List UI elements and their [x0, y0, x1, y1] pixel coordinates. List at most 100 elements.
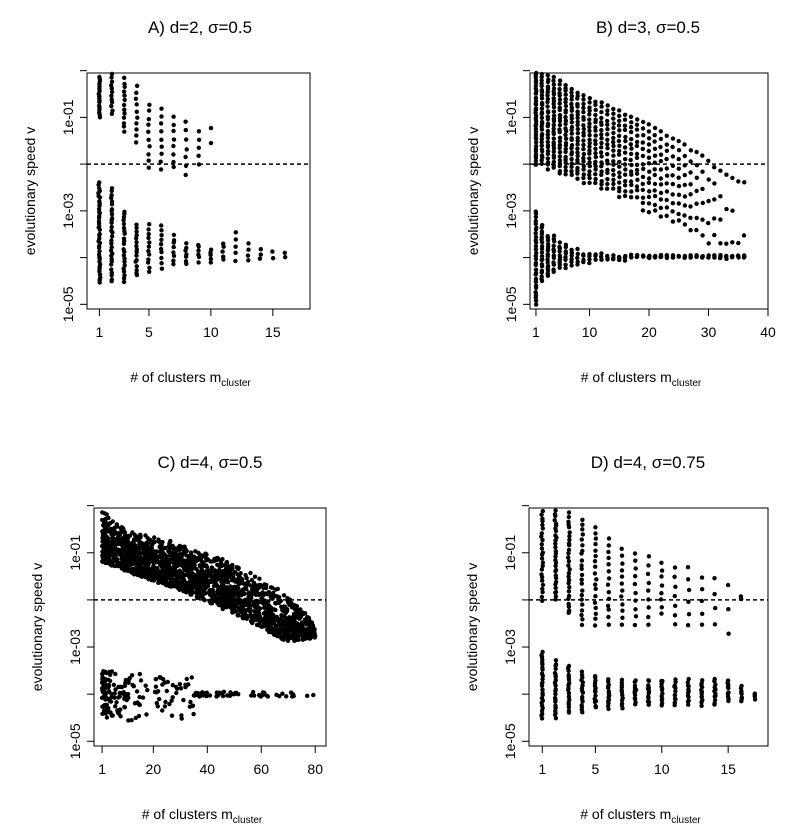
data-point [146, 257, 151, 262]
data-point [539, 268, 545, 273]
data-point [553, 521, 559, 526]
data-point [575, 176, 580, 181]
data-point [137, 671, 142, 677]
data-point [587, 172, 592, 178]
data-point [156, 580, 161, 585]
data-point [539, 244, 545, 249]
data-point [730, 253, 735, 259]
data-point [640, 195, 646, 200]
data-point [159, 144, 164, 149]
data-point [539, 132, 545, 137]
data-point [233, 258, 238, 264]
data-point [553, 589, 559, 595]
data-point [178, 555, 183, 560]
data-point [579, 622, 585, 628]
data-point [664, 213, 669, 218]
data-point [599, 179, 604, 184]
data-point [220, 249, 225, 254]
data-point [664, 142, 669, 147]
data-point [694, 163, 700, 168]
data-point [640, 162, 646, 167]
data-point [201, 596, 206, 601]
data-point [109, 79, 115, 85]
data-point [611, 253, 616, 258]
data-point [575, 115, 580, 121]
data-point [706, 220, 711, 226]
data-point [539, 93, 545, 98]
data-point [652, 172, 657, 178]
data-point [157, 573, 162, 578]
data-point [216, 573, 222, 579]
data-point [545, 257, 550, 262]
data-point [658, 136, 664, 142]
data-point [606, 549, 611, 555]
data-point [672, 700, 677, 705]
data-point [673, 584, 678, 589]
data-point [171, 262, 176, 267]
data-point [566, 577, 572, 583]
data-point [658, 214, 663, 219]
data-point [97, 74, 102, 80]
data-point [672, 696, 678, 701]
data-point [592, 600, 598, 605]
data-point [670, 154, 676, 159]
data-point [670, 163, 676, 168]
data-point [605, 103, 610, 108]
data-point [242, 591, 247, 597]
data-point [725, 582, 731, 588]
data-point [617, 170, 622, 175]
data-point [207, 588, 212, 593]
x-tick-label: 1 [95, 324, 103, 340]
data-point [685, 683, 691, 688]
data-point [214, 557, 219, 563]
data-point [545, 167, 550, 172]
data-point [154, 700, 159, 706]
data-point [540, 526, 545, 531]
data-point [620, 602, 625, 607]
data-point [167, 560, 172, 566]
data-point [593, 536, 599, 541]
data-point [158, 121, 164, 126]
data-point [566, 601, 571, 607]
data-point [312, 634, 318, 639]
data-point [553, 541, 558, 546]
data-point [553, 545, 558, 550]
data-point [209, 601, 215, 606]
data-point [563, 136, 569, 141]
data-point [566, 593, 572, 599]
data-point [539, 254, 545, 259]
data-point [184, 572, 189, 577]
data-point [228, 570, 233, 575]
data-point [599, 120, 604, 125]
data-point [109, 256, 114, 262]
data-point [545, 96, 550, 102]
data-point [159, 266, 165, 271]
data-point [174, 574, 180, 580]
data-point [280, 618, 285, 624]
data-point [147, 144, 152, 149]
data-point [122, 81, 127, 87]
data-point [688, 159, 693, 164]
data-point [103, 555, 108, 561]
data-point [279, 604, 284, 609]
data-point [104, 715, 110, 720]
x-axis-label-subscript: cluster [671, 815, 701, 826]
data-point [553, 716, 559, 721]
data-point [686, 599, 691, 604]
data-point [694, 227, 699, 233]
data-point [623, 172, 628, 177]
data-point [209, 565, 214, 570]
data-point [113, 531, 118, 536]
data-point [277, 633, 282, 638]
data-point [611, 125, 616, 131]
data-point [294, 604, 300, 609]
data-point [628, 179, 634, 184]
data-point [569, 101, 574, 107]
data-point [127, 676, 132, 681]
data-point [566, 563, 571, 568]
data-point [205, 583, 211, 589]
data-point [140, 695, 146, 700]
data-point [566, 547, 572, 553]
data-point [193, 582, 198, 588]
data-point [160, 580, 165, 586]
